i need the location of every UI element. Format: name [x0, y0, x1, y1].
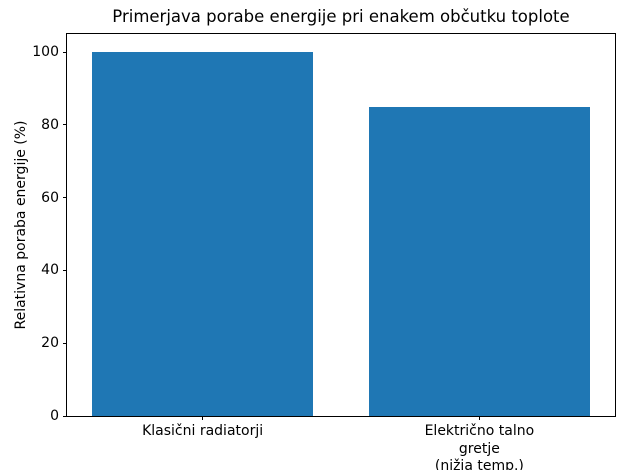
- y-tick-label: 60: [41, 189, 59, 206]
- y-tick-label: 40: [41, 262, 59, 279]
- plot-area: 0 20 40 60 80 100 Klasični radiatorji Električn…: [32, 33, 616, 470]
- x-tick-label: Električno talno gretje (nižja temp.): [424, 423, 535, 470]
- y-tick-mark: [63, 342, 67, 344]
- y-tick-label: 20: [41, 335, 59, 352]
- y-tick-mark: [63, 269, 67, 271]
- y-tick-mark: [63, 124, 67, 126]
- y-tick-label: 100: [32, 44, 59, 61]
- y-axis-label: Relativna poraba energije (%): [13, 120, 29, 330]
- x-tick-mark: [478, 416, 480, 420]
- y-tick-label: 0: [50, 408, 59, 424]
- y-tick-label: 80: [41, 116, 59, 133]
- y-tick-mark: [63, 415, 67, 417]
- bar: [368, 106, 591, 416]
- x-tick-mark: [202, 416, 204, 420]
- x-tick-label: Klasični radiatorji: [142, 423, 264, 439]
- bar: [91, 52, 314, 416]
- chart-title: Primerjava porabe energije pri enakem ob…: [112, 7, 570, 26]
- y-tick-mark: [63, 197, 67, 199]
- y-tick-mark: [63, 51, 67, 53]
